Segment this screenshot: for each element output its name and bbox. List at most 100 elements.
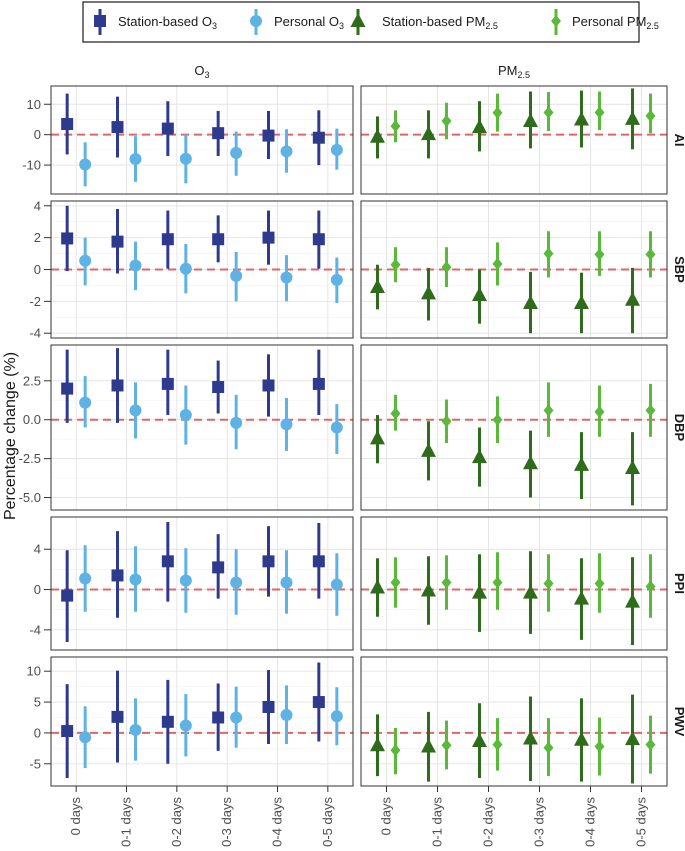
point-estimate xyxy=(523,584,538,599)
row-strip-label-ai: AI xyxy=(672,134,685,147)
data-point-station_pm xyxy=(574,558,589,640)
x-tick-label: 0-1 days xyxy=(119,797,134,847)
data-point-personal_o3 xyxy=(330,687,343,746)
data-point-station_pm xyxy=(625,267,640,334)
point-estimate xyxy=(262,555,275,568)
data-point-station_pm xyxy=(370,714,385,777)
legend-item-station_o3: Station-based O3 xyxy=(94,9,217,35)
data-point-station_pm xyxy=(574,698,589,782)
x-tick-label: 0-5 days xyxy=(320,797,335,847)
point-estimate xyxy=(262,129,275,142)
point-estimate xyxy=(543,741,554,754)
point-estimate xyxy=(161,122,174,135)
data-point-station_pm xyxy=(370,558,385,617)
point-estimate xyxy=(280,271,293,284)
column-strip-label: O3 xyxy=(194,63,209,80)
panel-ai-pm25 xyxy=(360,85,668,195)
data-point-personal_o3 xyxy=(179,694,192,757)
point-estimate xyxy=(441,261,452,274)
data-point-personal_pm xyxy=(390,727,401,775)
point-estimate xyxy=(179,409,192,422)
data-point-station_pm xyxy=(472,554,487,632)
legend-label: Station-based PM2.5 xyxy=(382,14,498,31)
data-point-personal_o3 xyxy=(330,404,343,454)
point-estimate xyxy=(543,404,554,417)
data-point-station_o3 xyxy=(262,210,275,265)
data-point-station_pm xyxy=(523,696,538,782)
data-point-personal_o3 xyxy=(129,698,142,761)
data-point-station_o3 xyxy=(212,683,225,751)
point-estimate xyxy=(523,730,538,745)
data-point-station_o3 xyxy=(262,110,275,160)
data-point-station_pm xyxy=(421,421,436,481)
point-estimate xyxy=(441,739,452,752)
point-estimate xyxy=(61,382,74,395)
panel-border xyxy=(360,200,668,339)
point-estimate xyxy=(390,407,401,420)
data-point-personal_pm xyxy=(441,102,452,140)
data-point-personal_pm xyxy=(492,552,503,610)
point-estimate xyxy=(492,576,503,589)
point-estimate xyxy=(312,555,325,568)
point-estimate xyxy=(61,232,74,245)
point-estimate xyxy=(472,732,487,747)
x-tick-label: 0-2 days xyxy=(169,797,184,847)
point-estimate xyxy=(472,449,487,464)
data-point-station_pm xyxy=(523,91,538,149)
panel-ppi-pm25 xyxy=(360,516,668,651)
data-point-personal_o3 xyxy=(230,686,243,748)
point-estimate xyxy=(594,740,605,753)
point-estimate xyxy=(212,233,225,246)
data-point-personal_o3 xyxy=(330,553,343,616)
data-point-station_pm xyxy=(421,110,436,159)
point-estimate xyxy=(370,430,385,445)
point-estimate xyxy=(441,114,452,127)
y-tick-label: 10 xyxy=(27,664,41,679)
point-estimate xyxy=(179,262,192,275)
data-point-station_pm xyxy=(523,271,538,334)
y-tick-label: 5 xyxy=(34,695,41,710)
point-estimate xyxy=(312,377,325,390)
point-estimate xyxy=(161,377,174,390)
data-point-personal_o3 xyxy=(280,255,293,302)
data-point-personal_o3 xyxy=(280,397,293,451)
point-estimate xyxy=(472,119,487,134)
point-estimate xyxy=(370,128,385,143)
point-estimate xyxy=(262,700,275,713)
panel-dbp-pm25 xyxy=(360,344,668,511)
panel-sbp-pm25 xyxy=(360,200,668,339)
data-point-personal_pm xyxy=(645,554,656,618)
point-estimate xyxy=(330,421,343,434)
data-point-personal_o3 xyxy=(179,244,192,294)
point-estimate xyxy=(492,413,503,426)
data-point-station_o3 xyxy=(111,96,124,158)
point-estimate xyxy=(594,248,605,261)
x-tick-label: 0 days xyxy=(68,797,83,836)
y-tick-label: -2 xyxy=(29,294,41,309)
point-estimate xyxy=(492,106,503,119)
point-estimate xyxy=(280,418,293,431)
point-estimate xyxy=(594,405,605,418)
data-point-personal_pm xyxy=(390,557,401,608)
point-estimate xyxy=(280,145,293,158)
legend-item-personal_o3: Personal O3 xyxy=(250,9,344,35)
point-estimate xyxy=(312,131,325,144)
point-estimate xyxy=(179,152,192,165)
point-estimate xyxy=(645,404,656,417)
data-point-station_o3 xyxy=(61,684,74,778)
data-point-station_o3 xyxy=(61,550,74,642)
panel-border xyxy=(50,656,354,787)
panel-border xyxy=(360,344,668,511)
point-estimate xyxy=(645,738,656,751)
point-estimate xyxy=(523,455,538,470)
point-estimate xyxy=(441,415,452,428)
y-tick-label: 2 xyxy=(34,230,41,245)
data-point-station_o3 xyxy=(212,360,225,414)
data-point-station_pm xyxy=(472,101,487,152)
panel-ppi-o3 xyxy=(50,516,354,651)
data-point-station_pm xyxy=(472,427,487,487)
point-estimate xyxy=(574,294,589,309)
data-point-personal_o3 xyxy=(280,129,293,173)
point-estimate xyxy=(390,744,401,757)
point-estimate xyxy=(79,572,92,585)
